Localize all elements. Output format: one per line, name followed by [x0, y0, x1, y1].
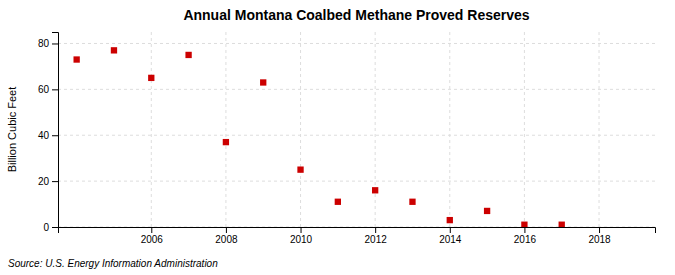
x-tick: 2016 [514, 227, 537, 245]
x-grid-line [524, 32, 525, 227]
source: Source: U.S. Energy Information Administ… [8, 258, 218, 269]
plot: 2006 2008 2010 2012 2014 2016 2018 0 20 40 60 80 [38, 32, 656, 245]
point [372, 187, 378, 193]
x-grid-line [375, 32, 376, 227]
x-tick: 2010 [290, 227, 313, 245]
x-tick-label: 2010 [290, 234, 313, 245]
point [223, 139, 229, 145]
points [73, 47, 564, 227]
point [447, 217, 453, 223]
x-grid-line [151, 32, 152, 227]
y-grid-line [58, 181, 655, 182]
x-tick-mark [450, 227, 451, 233]
point [111, 47, 117, 53]
y-tick-mark [52, 43, 58, 44]
y-grid-line [58, 43, 655, 44]
x-grid-line [300, 32, 301, 227]
point [484, 208, 490, 214]
y-grid-line [58, 135, 655, 136]
x-grid-line [449, 32, 450, 227]
x-tick: 2008 [215, 227, 238, 245]
x-tick-mark [301, 227, 302, 233]
y-tick: 80 [38, 38, 58, 49]
y-grid-line [58, 89, 655, 90]
point [260, 79, 266, 85]
y-tick: 40 [38, 130, 58, 141]
y-tick: 60 [38, 84, 58, 95]
y-tick-label: 40 [38, 130, 50, 141]
x-tick: 2006 [141, 227, 164, 245]
x-tick: 2012 [365, 227, 388, 245]
point [521, 222, 527, 227]
x-tick-mark [226, 227, 227, 233]
y-tick-label: 80 [38, 38, 50, 49]
x-tick-mark [599, 227, 600, 233]
y-tick-label: 20 [38, 176, 50, 187]
x-tick-mark [524, 227, 525, 233]
grid [58, 32, 655, 227]
point [335, 199, 341, 205]
y-tick-mark [52, 135, 58, 136]
x-tick-label: 2008 [215, 234, 238, 245]
y-tick-mark [52, 181, 58, 182]
y-tick-label: 60 [38, 84, 50, 95]
point [185, 52, 191, 58]
title: Annual Montana Coalbed Methane Proved Re… [183, 7, 529, 23]
x-tick-label: 2016 [514, 234, 537, 245]
chart: 2006 2008 2010 2012 2014 2016 2018 0 20 40 60 80 Ann… [0, 0, 675, 275]
y-axis-title: Billion Cubic Feet [6, 87, 18, 173]
y-tick-mark [52, 89, 58, 90]
x-grid-line [225, 32, 226, 227]
x-tick: 2018 [588, 227, 611, 245]
y-axis: 0 20 40 60 80 [38, 33, 59, 233]
point [73, 56, 79, 62]
x-axis: 2006 2008 2010 2012 2014 2016 2018 [59, 227, 656, 245]
x-tick: 2014 [439, 227, 462, 245]
point [148, 75, 154, 81]
x-tick-label: 2018 [588, 234, 611, 245]
x-tick-label: 2012 [365, 234, 388, 245]
x-grid-line [599, 32, 600, 227]
x-tick-mark [375, 227, 376, 233]
y-tick: 0 [43, 222, 58, 233]
x-axis-line [59, 228, 656, 234]
y-tick: 20 [38, 176, 58, 187]
point [409, 199, 415, 205]
x-tick-mark [151, 227, 152, 233]
y-tick-label: 0 [43, 222, 49, 233]
point [297, 166, 303, 172]
y-axis-line [52, 33, 59, 228]
y-tick-mark [52, 227, 58, 228]
x-tick-label: 2006 [141, 234, 164, 245]
point [559, 222, 565, 227]
x-tick-label: 2014 [439, 234, 462, 245]
